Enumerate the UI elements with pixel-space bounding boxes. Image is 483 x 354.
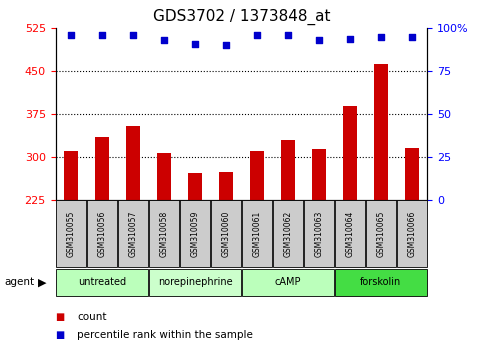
Text: GSM310061: GSM310061 [253, 211, 261, 257]
Point [160, 38, 168, 43]
Bar [64, 152, 78, 200]
Text: GSM310066: GSM310066 [408, 210, 416, 257]
Bar [250, 152, 264, 200]
Point [408, 34, 416, 40]
Bar [126, 126, 140, 200]
Bar [312, 149, 326, 200]
Text: GSM310062: GSM310062 [284, 211, 293, 257]
Point [346, 36, 354, 41]
Text: count: count [77, 312, 107, 322]
Bar [343, 105, 357, 200]
Text: ■: ■ [56, 312, 65, 322]
Text: GSM310060: GSM310060 [222, 210, 230, 257]
Bar [405, 148, 419, 200]
Text: GSM310064: GSM310064 [345, 210, 355, 257]
Bar [95, 137, 109, 200]
Text: agent: agent [5, 277, 35, 287]
Point [377, 34, 385, 40]
Point [253, 32, 261, 38]
Text: GSM310063: GSM310063 [314, 210, 324, 257]
Text: GSM310057: GSM310057 [128, 210, 138, 257]
Text: GSM310065: GSM310065 [376, 210, 385, 257]
Text: forskolin: forskolin [360, 277, 401, 287]
Bar [374, 64, 388, 200]
Point [129, 32, 137, 38]
Point [222, 43, 230, 48]
Text: GDS3702 / 1373848_at: GDS3702 / 1373848_at [153, 9, 330, 25]
Point [315, 38, 323, 43]
Point [67, 32, 75, 38]
Text: cAMP: cAMP [275, 277, 301, 287]
Bar [157, 153, 171, 200]
Text: ■: ■ [56, 330, 65, 339]
Bar [281, 140, 295, 200]
Text: GSM310059: GSM310059 [190, 210, 199, 257]
Point [191, 41, 199, 47]
Text: ▶: ▶ [38, 277, 46, 287]
Text: GSM310056: GSM310056 [98, 210, 107, 257]
Text: norepinephrine: norepinephrine [157, 277, 232, 287]
Point [98, 32, 106, 38]
Text: percentile rank within the sample: percentile rank within the sample [77, 330, 253, 339]
Text: GSM310058: GSM310058 [159, 211, 169, 257]
Bar [188, 173, 202, 200]
Point [284, 32, 292, 38]
Text: untreated: untreated [78, 277, 126, 287]
Text: GSM310055: GSM310055 [67, 210, 75, 257]
Bar [219, 172, 233, 200]
